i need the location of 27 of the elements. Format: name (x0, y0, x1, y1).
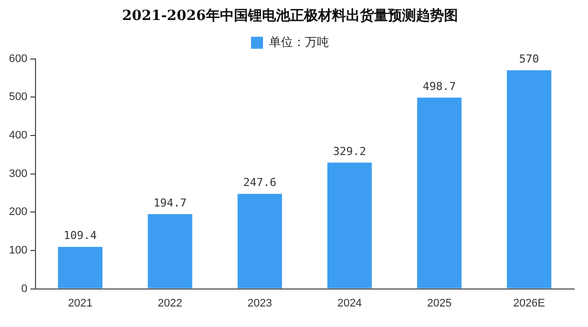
x-tick-label: 2026E (513, 297, 546, 310)
data-label: 329.2 (333, 144, 366, 158)
x-tick-label: 2023 (248, 297, 272, 310)
y-tick-label: 500 (8, 91, 28, 104)
y-tick-label: 200 (8, 206, 28, 218)
x-tick-label: 2021 (68, 297, 92, 310)
data-label: 570 (519, 52, 540, 66)
bar (58, 246, 102, 288)
y-tick-label: 300 (8, 168, 28, 180)
x-tick-label: 2022 (158, 297, 182, 310)
y-tick-label: 0 (21, 282, 28, 295)
data-label: 247.6 (243, 176, 276, 190)
y-tick-label: 600 (8, 52, 28, 65)
bar (238, 194, 282, 288)
bar (148, 214, 192, 288)
y-tick-label: 100 (8, 244, 28, 256)
bar (417, 98, 462, 288)
x-tick-label: 2024 (337, 297, 362, 310)
y-tick-label: 400 (8, 130, 28, 142)
x-tick-label: 2025 (427, 297, 452, 310)
bar (327, 162, 372, 288)
bar (506, 70, 552, 288)
data-label: 498.7 (422, 80, 456, 93)
chart-title: 2021-2026年中国锂电池正极材料出货量预测趋势图 (122, 8, 458, 24)
data-label: 194.7 (153, 196, 187, 210)
data-label: 109.4 (64, 229, 98, 242)
legend-label: 单位：万吨 (269, 34, 329, 49)
